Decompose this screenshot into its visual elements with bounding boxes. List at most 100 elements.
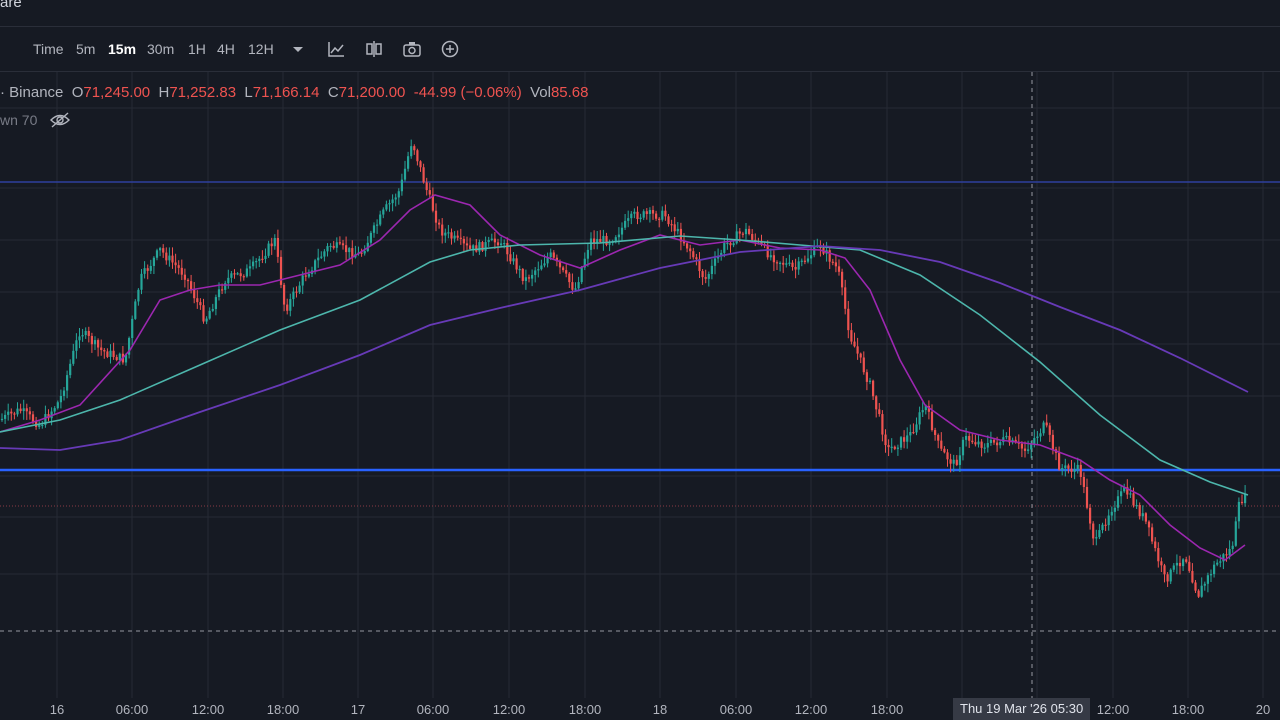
candle-body <box>484 242 487 251</box>
candle-body <box>782 262 785 265</box>
candle-body <box>624 220 627 228</box>
candle-body <box>69 363 72 376</box>
candle-body <box>118 353 121 360</box>
candle-body <box>800 260 803 262</box>
moving-average-fast <box>0 194 1246 561</box>
candle-body <box>128 338 131 355</box>
candle-body <box>890 446 893 448</box>
candle-body <box>1206 575 1209 584</box>
candle-body <box>276 238 279 257</box>
candle-body <box>382 209 385 215</box>
candle-body <box>1237 501 1240 522</box>
candle-body <box>608 242 611 245</box>
time-button[interactable]: Time <box>33 41 64 57</box>
eye-hidden-icon[interactable] <box>49 112 71 128</box>
candle-body <box>689 248 692 252</box>
candle-body <box>574 288 577 290</box>
candle-body <box>602 235 605 243</box>
candle-body <box>66 375 69 391</box>
candle-body <box>986 442 989 448</box>
interval-12h[interactable]: 12H <box>248 41 274 57</box>
candle-body <box>245 268 248 277</box>
candle-body <box>593 238 596 243</box>
time-tick-label: 18:00 <box>1171 702 1205 717</box>
candle-body <box>543 263 546 266</box>
candle-body <box>968 436 971 441</box>
candle-body <box>1213 564 1216 575</box>
candle-body <box>651 210 655 214</box>
interval-5m[interactable]: 5m <box>76 41 96 57</box>
interval-15m[interactable]: 15m <box>108 41 137 57</box>
candle-body <box>1175 562 1178 566</box>
interval-30m[interactable]: 30m <box>147 41 175 57</box>
candle-body <box>248 266 252 269</box>
candle-body <box>493 238 496 243</box>
add-plus-icon[interactable] <box>439 38 461 60</box>
candle-body <box>258 258 261 262</box>
candle-body <box>912 432 915 434</box>
candle-body <box>779 262 782 264</box>
candle-body <box>1030 443 1033 450</box>
candle-body <box>673 224 676 232</box>
candle-body <box>552 252 555 258</box>
candle-body <box>19 408 22 412</box>
candle-body <box>413 146 416 151</box>
candle-body <box>410 146 413 157</box>
candle-body <box>155 250 159 258</box>
time-tick-label: 06:00 <box>416 702 450 717</box>
volume-value: 85.68 <box>550 84 589 101</box>
candle-body <box>90 335 93 345</box>
candle-body <box>664 210 667 217</box>
candle-body <box>214 297 217 309</box>
compare-icon[interactable] <box>363 38 385 60</box>
candle-body <box>1209 574 1213 576</box>
candle-body <box>589 238 593 250</box>
candle-body <box>59 395 62 403</box>
candle-body <box>1135 504 1138 507</box>
candle-body <box>617 234 620 238</box>
candle-body <box>419 161 422 168</box>
candle-body <box>332 245 335 248</box>
candle-body <box>1138 504 1141 517</box>
candle-body <box>1151 527 1154 542</box>
candle-body <box>87 330 90 336</box>
candle-body <box>645 211 648 214</box>
candle-body <box>304 275 307 277</box>
window-title-bar: are <box>0 0 1280 27</box>
candle-body <box>221 289 224 291</box>
candle-body <box>487 239 490 243</box>
candle-body <box>93 340 97 345</box>
candle-body <box>351 248 354 258</box>
volume-label: Vol <box>530 84 551 101</box>
candle-body <box>1058 452 1061 470</box>
time-axis[interactable]: 16 06:00 12:00 18:00 17 06:00 12:00 18:00 18 06:0… <box>0 698 1280 720</box>
candle-body <box>633 211 636 214</box>
candle-body <box>524 277 527 281</box>
candle-body <box>1216 562 1219 565</box>
candle-body <box>1107 515 1110 526</box>
candle-body <box>1154 541 1157 549</box>
candle-body <box>1048 425 1051 435</box>
chevron-down-icon[interactable] <box>287 38 309 60</box>
candle-body <box>199 302 202 306</box>
candle-body <box>28 411 31 415</box>
candle-body <box>518 269 521 271</box>
candle-body <box>1089 507 1092 524</box>
moving-average-slow <box>0 245 1249 451</box>
time-tick-label: 18:00 <box>870 702 904 717</box>
indicators-chart-icon[interactable] <box>325 38 347 60</box>
moving-average-mid <box>0 235 1249 496</box>
interval-1h[interactable]: 1H <box>188 41 206 57</box>
candle-body <box>717 256 720 259</box>
candle-body <box>555 257 558 262</box>
candle-body <box>162 248 165 253</box>
time-tick-label: 12:00 <box>794 702 828 717</box>
candle-body <box>605 235 608 245</box>
candle-body <box>230 273 233 278</box>
interval-4h[interactable]: 4H <box>217 41 235 57</box>
candle-body <box>416 150 419 162</box>
candle-body <box>921 410 924 413</box>
candle-body <box>744 228 748 235</box>
camera-icon[interactable] <box>401 38 423 60</box>
candlestick-chart[interactable] <box>0 72 1280 698</box>
